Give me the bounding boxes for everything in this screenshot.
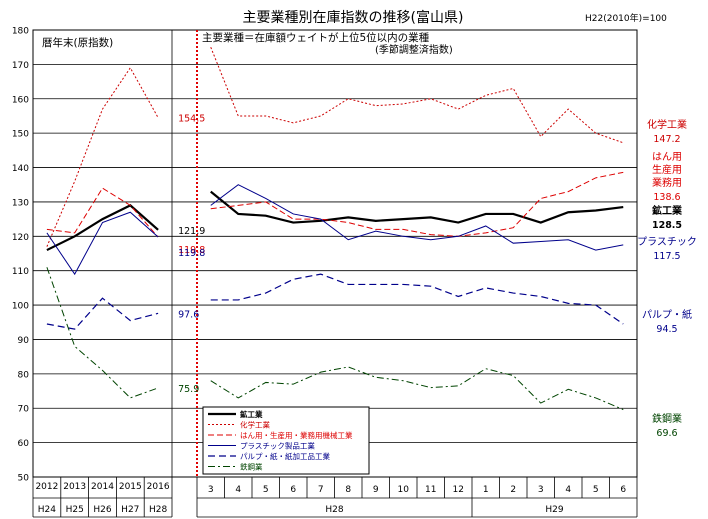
y-tick-label: 70 [18, 405, 30, 415]
y-tick-label: 80 [18, 370, 30, 380]
legend: 鉱工業化学工業はん用・生産用・業務用機械工業プラスチック製品工業パルプ・紙・紙加… [202, 406, 370, 475]
right-panel-sublabel: (季節調整済指数) [375, 43, 453, 56]
right-series-value-label: 128.5 [652, 220, 682, 231]
right-series-name-label: 鉄鋼業 [652, 412, 682, 425]
series-line-annual-3 [46, 211, 159, 276]
x-tick-label-month: 3 [208, 485, 214, 495]
series-group-4 [46, 273, 624, 330]
base-note: H22(2010年)=100 [585, 12, 667, 24]
x-tick-label-month: 6 [620, 485, 626, 495]
series-line-monthly-2 [210, 171, 624, 237]
x-tick-label-era: H25 [66, 505, 84, 515]
x-group-label-h28: H28 [325, 505, 343, 515]
annual-end-value-label: 119.8 [178, 245, 205, 256]
right-series-value-label: 69.6 [656, 428, 677, 439]
x-tick-label-era: H26 [93, 505, 111, 515]
x-group-label-h29: H29 [545, 505, 563, 515]
x-tick-label-year: 2012 [35, 482, 58, 492]
x-tick-label-month: 11 [425, 485, 436, 495]
left-panel-label: 暦年末(原指数) [42, 36, 113, 49]
legend-entry-label: パルプ・紙・紙加工品工業 [240, 451, 330, 461]
x-tick-label-year: 2015 [119, 482, 142, 492]
legend-entry-label: 鉄鋼業 [240, 462, 263, 472]
legend-entry-label: 化学工業 [240, 420, 270, 430]
right-series-name-label: 鉱工業 [652, 204, 683, 217]
x-tick-label-month: 6 [290, 485, 296, 495]
x-tick-label-month: 1 [483, 485, 489, 495]
y-tick-label: 50 [18, 474, 30, 484]
right-series-name-label: パルプ・紙 [642, 308, 692, 321]
series-line-monthly-0 [210, 190, 624, 224]
annual-end-value-label: 75.9 [178, 384, 199, 395]
x-tick-label-month: 4 [565, 485, 571, 495]
series-group-3 [46, 184, 624, 276]
x-tick-label-year: 2016 [147, 482, 170, 492]
right-panel-label: 主要業種＝在庫額ウェイトが上位5位以内の業種 [202, 31, 430, 44]
y-tick-label: 100 [12, 302, 29, 312]
right-series-name-label: はん用 [652, 151, 682, 163]
x-tick-label-month: 4 [235, 485, 241, 495]
series-group-5 [46, 267, 624, 411]
x-tick-label-year: 2014 [91, 482, 114, 492]
x-tick-label-era: H24 [38, 505, 56, 515]
right-series-name-label: 業務用 [652, 176, 682, 189]
annual-end-value-label: 119.8 [178, 248, 205, 259]
x-tick-label-era: H28 [149, 505, 167, 515]
legend-entry-label: プラスチック製品工業 [240, 441, 315, 451]
series-line-monthly-3 [210, 184, 624, 251]
series-group-1 [46, 47, 624, 247]
annual-end-value-label: 121.9 [178, 226, 205, 237]
y-tick-label: 110 [12, 267, 29, 277]
right-series-value-label: 117.5 [653, 251, 680, 262]
legend-entry-label: 鉱工業 [240, 409, 263, 419]
x-tick-label-month: 7 [318, 485, 324, 495]
legend-box [202, 406, 370, 475]
series-line-annual-5 [46, 267, 159, 399]
x-tick-label-era: H27 [121, 505, 139, 515]
series-line-annual-1 [46, 66, 159, 247]
series-group-0 [46, 190, 624, 252]
right-series-value-label: 147.2 [653, 134, 680, 145]
right-series-name-label: プラスチック [637, 236, 697, 248]
x-tick-label-month: 3 [538, 485, 544, 495]
x-tick-label-month: 5 [593, 485, 599, 495]
y-tick-label: 170 [12, 61, 29, 71]
y-tick-label: 90 [18, 336, 30, 346]
y-tick-label: 140 [12, 164, 29, 174]
series-line-annual-2 [46, 187, 159, 238]
series-group-2 [46, 171, 624, 238]
x-tick-label-month: 8 [345, 485, 351, 495]
y-tick-label: 160 [12, 95, 29, 105]
right-series-value-label: 94.5 [656, 324, 677, 335]
y-tick-label: 130 [12, 198, 29, 208]
x-tick-label-month: 5 [263, 485, 269, 495]
x-tick-label-month: 10 [398, 485, 410, 495]
right-series-value-label: 138.6 [653, 192, 680, 203]
y-tick-label: 180 [12, 27, 29, 37]
y-tick-label: 60 [18, 439, 30, 449]
series-line-annual-4 [46, 297, 159, 330]
x-tick-label-month: 2 [510, 485, 516, 495]
right-series-name-label: 化学工業 [647, 118, 687, 131]
annual-end-value-label: 97.6 [178, 309, 199, 320]
right-series-name-label: 生産用 [652, 163, 682, 176]
series-line-annual-0 [46, 204, 159, 252]
legend-entry-label: はん用・生産用・業務用機械工業 [240, 430, 353, 440]
x-tick-label-month: 12 [453, 485, 464, 495]
y-tick-label: 120 [12, 233, 29, 243]
annual-end-value-label: 154.5 [178, 114, 205, 125]
chart-title: 主要業種別在庫指数の推移(富山県) [243, 9, 464, 26]
series-line-monthly-1 [210, 47, 624, 144]
x-tick-label-year: 2013 [63, 482, 86, 492]
series-line-monthly-5 [210, 366, 624, 411]
series-line-monthly-4 [210, 273, 624, 325]
y-tick-label: 150 [12, 130, 29, 140]
x-tick-label-month: 9 [373, 485, 379, 495]
